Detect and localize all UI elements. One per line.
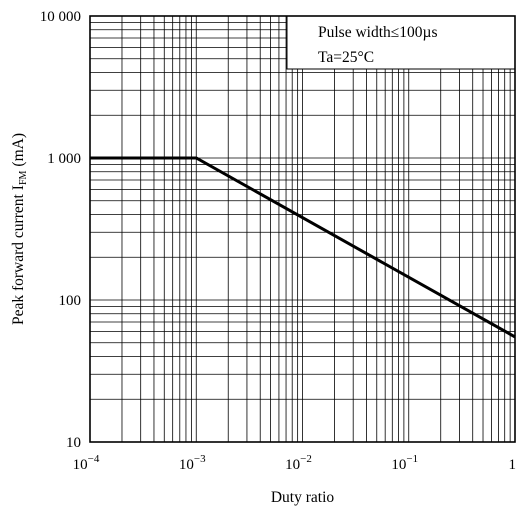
annotation-temperature: Ta=25°C [318, 49, 374, 66]
x-tick-exponent: −2 [300, 453, 312, 465]
plot-frame [89, 15, 516, 443]
x-tick-exponent: −3 [194, 453, 206, 465]
y-axis-label-name: Peak forward current [10, 193, 27, 325]
x-tick-label: 10−3 [179, 453, 206, 473]
y-tick-labels: 10 100 1 000 10 000 [40, 9, 81, 451]
x-tick-exponent: −1 [406, 453, 418, 465]
annotation-pulse-width: Pulse width≤100µs [318, 24, 438, 41]
x-tick-label: 10−2 [285, 453, 312, 473]
x-tick-exponent: −4 [88, 453, 100, 465]
series-line-peak-current [90, 156, 516, 339]
y-tick-label: 10 000 [40, 9, 81, 25]
x-tick-labels: 10−4 10−3 10−2 10−1 1 [73, 453, 516, 473]
y-tick-label: 1 000 [47, 151, 81, 167]
y-tick-label: 10 [66, 435, 81, 451]
x-tick-label: 10−4 [73, 453, 100, 473]
x-axis-label: Duty ratio [271, 489, 335, 506]
x-tick-base: 10 [391, 457, 406, 473]
y-axis-label-unit: (mA) [10, 133, 27, 167]
x-tick-base: 10 [179, 457, 194, 473]
x-tick-base: 1 [509, 457, 517, 473]
x-tick-label: 1 [509, 457, 517, 473]
x-tick-label: 10−1 [391, 453, 418, 473]
x-tick-base: 10 [285, 457, 300, 473]
y-axis-label-subscript: FM [18, 170, 29, 185]
annotation-box [286, 15, 516, 70]
x-tick-base: 10 [73, 457, 88, 473]
y-axis-label: Peak forward current IFM (mA) [10, 133, 29, 325]
grid [89, 15, 516, 443]
y-axis-label-symbol: I [10, 185, 27, 190]
y-tick-label: 100 [59, 293, 82, 309]
